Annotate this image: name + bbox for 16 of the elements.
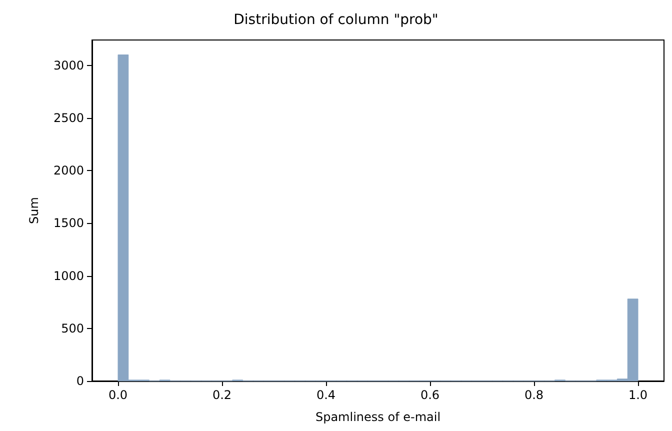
y-tick-label: 500 [61,321,84,336]
x-tick-label: 0.8 [524,388,544,402]
chart-title: Distribution of column "prob" [234,12,438,28]
x-axis-title: Spamliness of e-mail [315,410,441,424]
x-tick-label: 1.0 [628,388,648,402]
y-tick-label: 3000 [53,58,84,72]
y-tick-label: 2500 [53,110,84,125]
y-tick-label: 2000 [53,164,84,178]
y-axis-title: Sum [27,197,41,224]
y-tick-label: 0 [76,374,84,388]
y-tick-label: 1500 [53,216,84,230]
y-tick-label: 1000 [53,268,84,283]
x-tick-label: 0.6 [420,388,440,402]
x-tick-label: 0.0 [108,388,128,402]
x-tick-label: 0.2 [212,388,232,402]
x-tick-label: 0.4 [316,388,336,402]
